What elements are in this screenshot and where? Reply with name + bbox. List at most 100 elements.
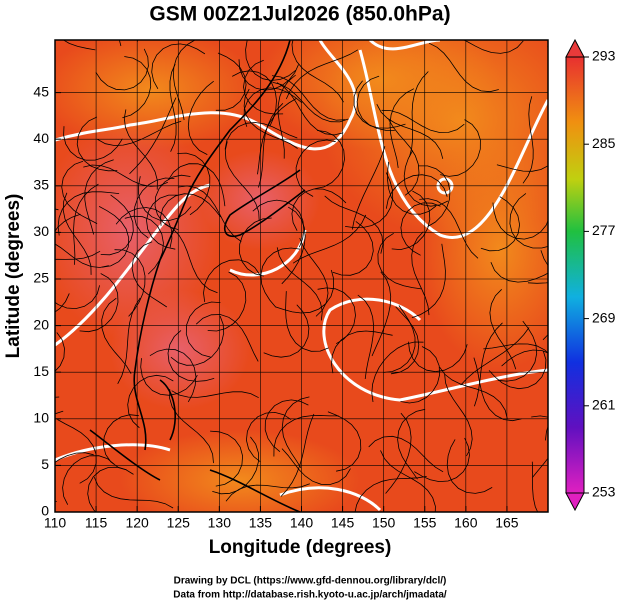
streamline (62, 40, 96, 51)
streamline (274, 269, 334, 314)
streamline (57, 191, 120, 236)
streamline (187, 80, 214, 155)
streamline (291, 188, 347, 231)
streamline (97, 120, 182, 146)
streamline (380, 450, 436, 512)
streamline (138, 176, 192, 222)
colorbar-tick-label: 269 (592, 309, 616, 325)
colorbar-tick-label: 293 (592, 48, 616, 64)
streamline (57, 419, 97, 484)
streamline (281, 396, 310, 469)
streamline (292, 214, 367, 264)
streamline (160, 193, 222, 226)
streamline (271, 75, 346, 121)
streamline (62, 455, 115, 505)
streamline (490, 262, 548, 283)
streamline (61, 160, 98, 224)
x-tick-label: 150 (372, 515, 396, 531)
streamline (55, 243, 109, 268)
streamline (185, 301, 221, 358)
streamline (353, 80, 406, 129)
streamline (357, 294, 375, 380)
streamline (122, 56, 152, 119)
streamline (439, 366, 508, 419)
x-tick-label: 125 (167, 515, 191, 531)
streamlines (55, 40, 548, 512)
y-tick-label: 40 (33, 130, 49, 146)
streamline (103, 414, 139, 471)
x-tick-label: 160 (454, 515, 478, 531)
streamline (385, 174, 448, 209)
streamline (414, 437, 470, 483)
streamline (73, 183, 99, 265)
streamline (243, 88, 298, 149)
streamline (100, 194, 134, 256)
x-tick-label: 115 (85, 515, 108, 531)
streamline (151, 43, 206, 89)
streamline (215, 52, 247, 111)
y-axis-label: Latitude (degrees) (3, 194, 24, 359)
streamline (368, 435, 444, 473)
streamline (522, 96, 534, 184)
streamline (411, 231, 430, 316)
streamline (531, 415, 548, 418)
streamline (169, 63, 177, 152)
x-tick-label: 120 (125, 515, 149, 531)
streamline (440, 119, 481, 177)
streamline (532, 457, 548, 478)
streamline (387, 161, 437, 215)
streamline (123, 109, 158, 190)
streamline (446, 439, 493, 494)
streamline (140, 358, 198, 396)
streamline (79, 273, 119, 333)
streamline (463, 40, 524, 54)
x-tick-label: 165 (495, 515, 519, 531)
y-tick-label: 25 (33, 270, 49, 286)
streamline (55, 332, 65, 372)
colorbar-max-arrow (565, 38, 585, 58)
streamline (203, 259, 261, 302)
streamline (154, 174, 191, 231)
streamline (129, 97, 177, 175)
x-tick-label: 145 (331, 515, 355, 531)
streamline (285, 291, 329, 352)
streamline (167, 330, 215, 382)
streamline (411, 243, 446, 319)
streamline (280, 413, 315, 497)
streamline (376, 104, 444, 159)
streamline (460, 327, 530, 386)
x-tick-label: 130 (208, 515, 232, 531)
streamline (332, 221, 374, 276)
streamline (117, 297, 141, 384)
streamline (383, 305, 416, 373)
streamline (170, 315, 225, 366)
streamline (195, 314, 259, 362)
y-tick-label: 15 (33, 363, 49, 379)
streamline (327, 411, 362, 472)
streamline (93, 477, 174, 509)
streamline (258, 103, 284, 188)
axes: 110 115 120 125 130 135 140 145 150 155 160 165 0 5 10… (33, 40, 616, 531)
streamline (172, 40, 196, 121)
streamline (118, 40, 122, 47)
streamline (101, 297, 132, 374)
streamline (483, 343, 548, 354)
streamline (63, 126, 123, 161)
streamline (127, 374, 174, 429)
streamline (281, 448, 351, 485)
streamline (263, 304, 310, 358)
streamline (55, 250, 101, 260)
y-tick-label: 0 (41, 503, 49, 519)
streamline (55, 452, 94, 463)
streamline (277, 74, 296, 159)
streamline (540, 250, 548, 267)
colorbar-tick-label: 261 (592, 397, 616, 413)
streamline (55, 213, 81, 232)
streamline (428, 42, 499, 93)
credit: Drawing by DCL (https://www.gfd-dennou.o… (174, 576, 447, 587)
colorbar-min-arrow (565, 492, 585, 512)
streamline (377, 232, 422, 290)
streamline (272, 81, 349, 123)
colorbar (565, 38, 585, 512)
x-axis-label: Longitude (degrees) (209, 537, 392, 558)
